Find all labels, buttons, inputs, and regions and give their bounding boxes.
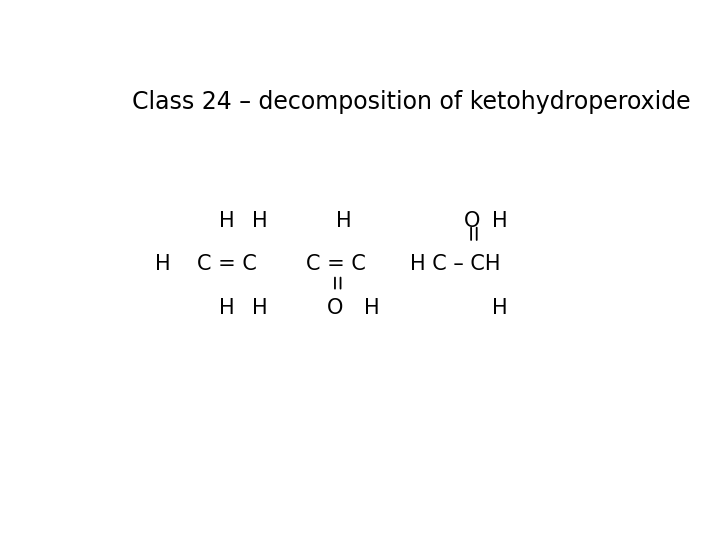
Text: H: H	[253, 298, 268, 318]
Text: O: O	[328, 298, 343, 318]
Text: H: H	[492, 211, 508, 231]
Text: C = C: C = C	[197, 254, 256, 274]
Text: H: H	[155, 254, 171, 274]
Text: H: H	[492, 298, 508, 318]
Text: H: H	[336, 211, 351, 231]
Text: H C – CH: H C – CH	[410, 254, 500, 274]
Text: H: H	[219, 298, 235, 318]
Text: Class 24 – decomposition of ketohydroperoxide: Class 24 – decomposition of ketohydroper…	[132, 90, 690, 114]
Text: H: H	[364, 298, 379, 318]
Text: H: H	[253, 211, 268, 231]
Text: O: O	[464, 211, 480, 231]
Text: H: H	[219, 211, 235, 231]
Text: C = C: C = C	[305, 254, 366, 274]
